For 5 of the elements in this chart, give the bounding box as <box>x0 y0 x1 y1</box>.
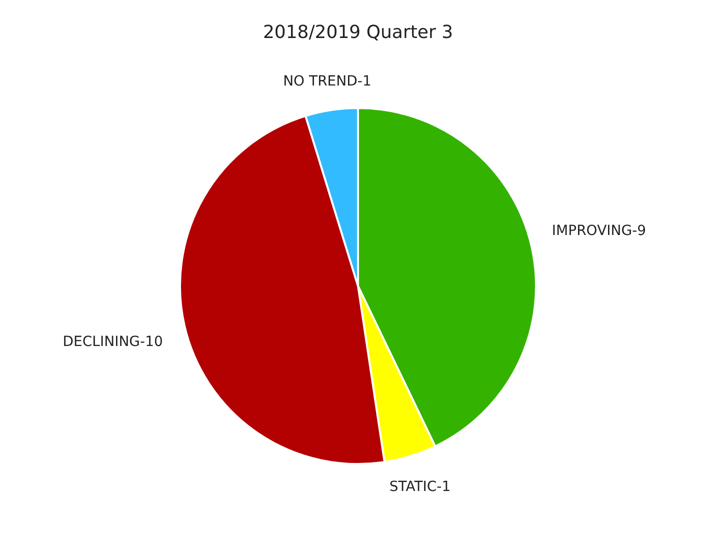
slice-label: STATIC-1 <box>389 479 451 496</box>
chart-title: 2018/2019 Quarter 3 <box>262 22 454 43</box>
slice-label: IMPROVING-9 <box>552 223 646 240</box>
slice-label: NO TREND-1 <box>283 74 372 90</box>
slice-label: DECLINING-10 <box>62 334 163 350</box>
